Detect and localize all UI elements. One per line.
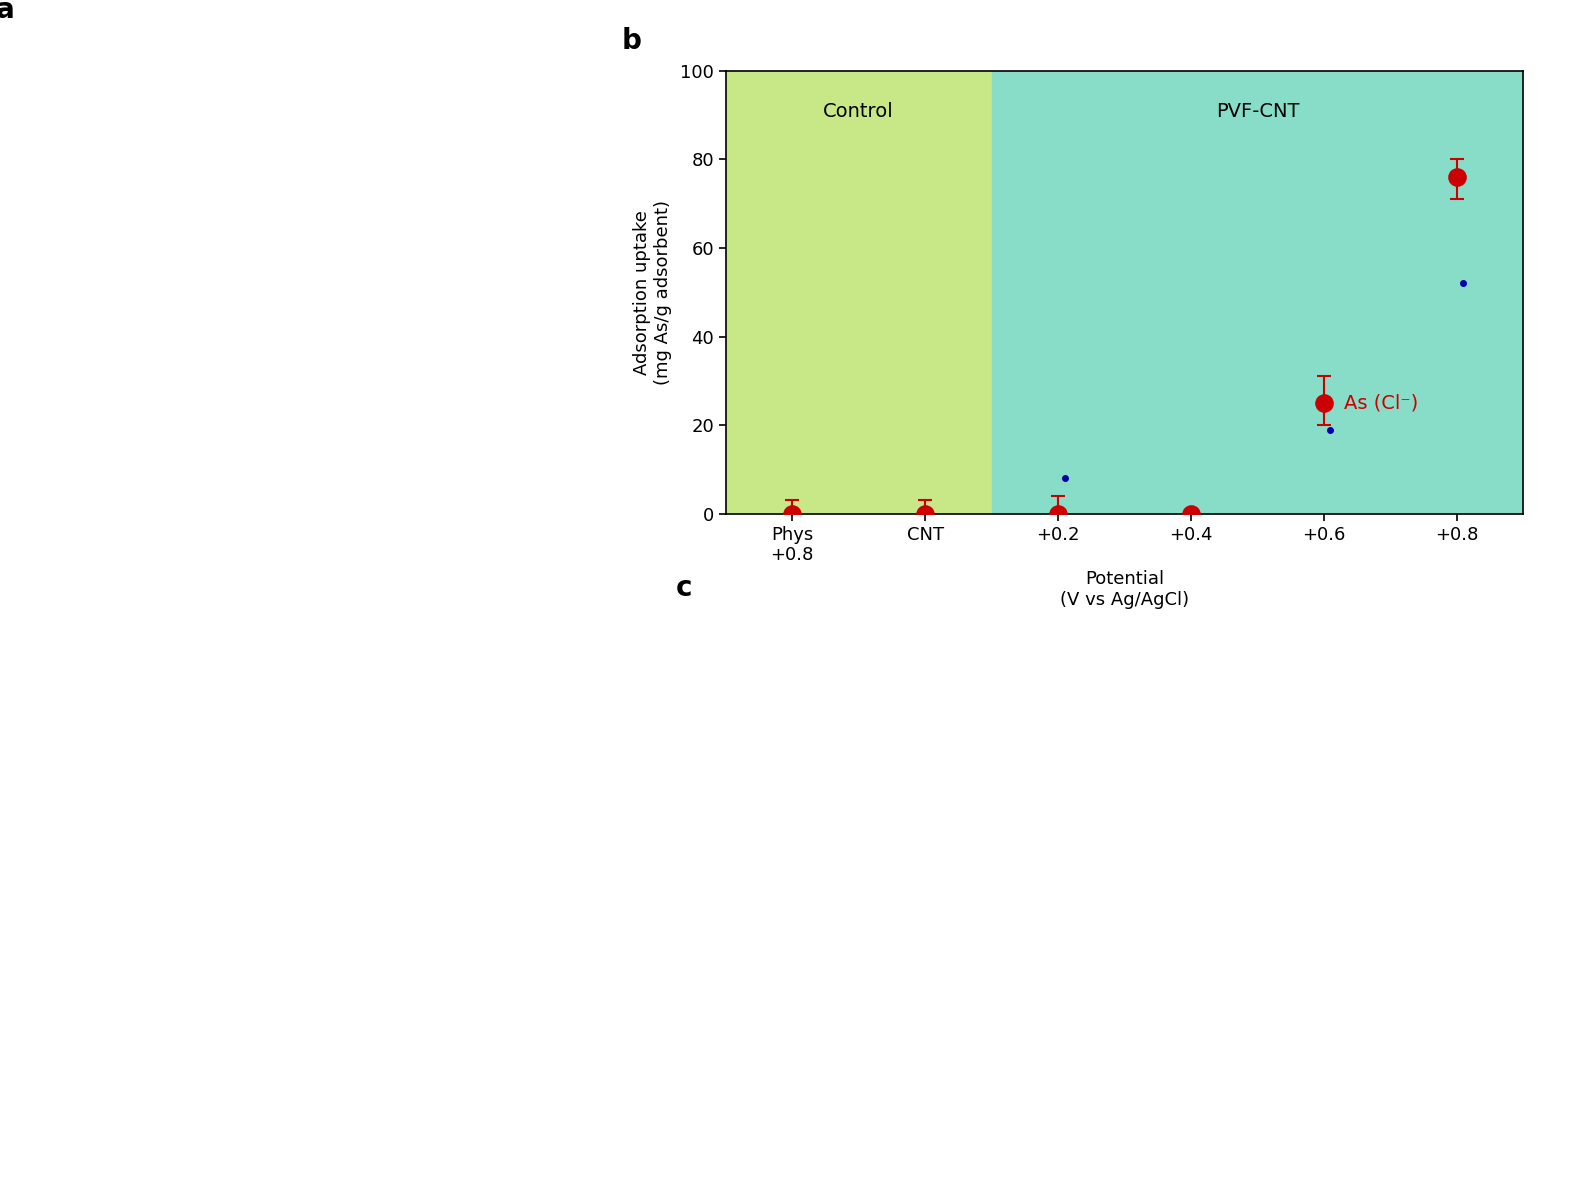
Bar [726,71,992,514]
Text: c: c [676,574,692,602]
Point [1045,504,1070,523]
Y-axis label: Adsorption uptake
(mg As/g adsorbent): Adsorption uptake (mg As/g adsorbent) [633,200,671,385]
Text: As (Cl⁻): As (Cl⁻) [1345,393,1418,412]
Text: b: b [622,27,641,54]
Point [1179,504,1204,523]
Point [1311,393,1337,412]
Bar [992,71,1523,514]
X-axis label: Potential
(V vs Ag/AgCl): Potential (V vs Ag/AgCl) [1061,570,1188,608]
Text: Control: Control [823,102,895,120]
Text: PVF-CNT: PVF-CNT [1215,102,1300,120]
Point [912,504,938,523]
Point [1443,168,1469,187]
Point [780,504,805,523]
Text: a: a [0,0,14,25]
